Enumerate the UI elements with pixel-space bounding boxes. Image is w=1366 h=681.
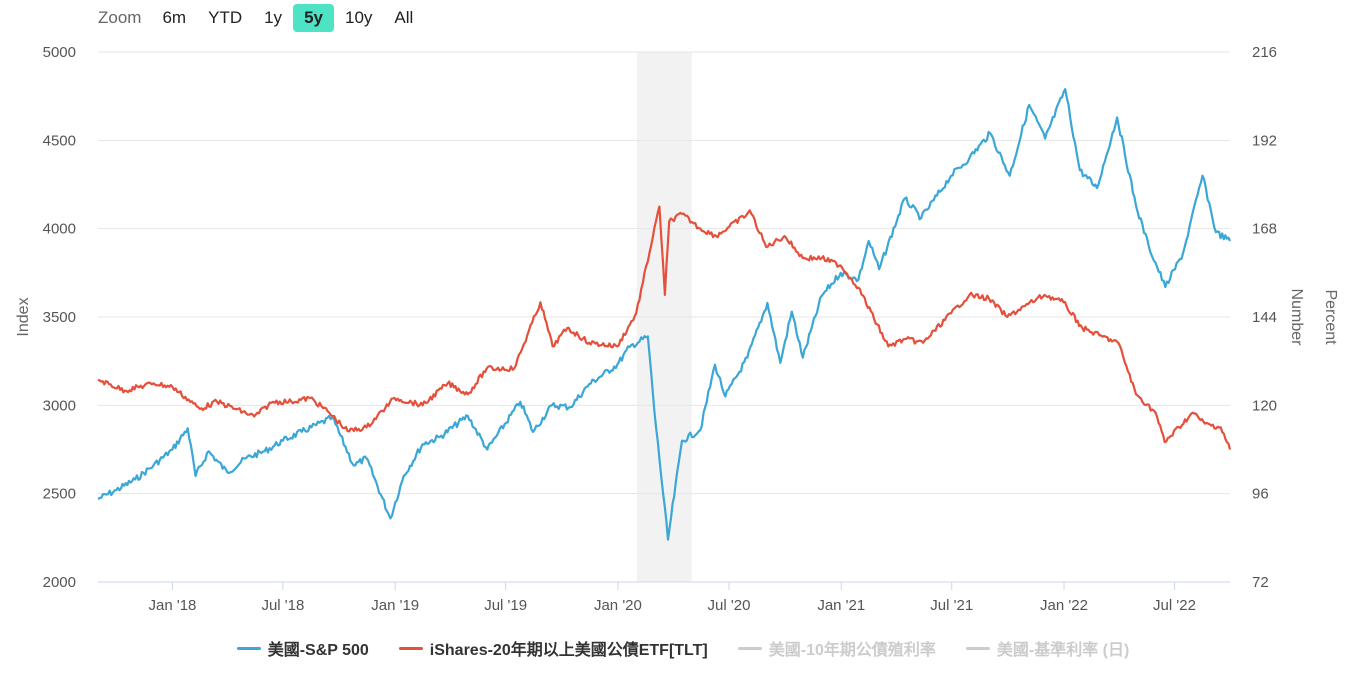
x-tick-label: Jul '19: [484, 597, 527, 614]
right-tick-label: 168: [1252, 221, 1277, 238]
right-axis-title: Number: [1288, 289, 1305, 347]
zoom-button-5y[interactable]: 5y: [293, 4, 334, 32]
left-tick-label: 2500: [43, 486, 76, 503]
legend-swatch-sp500: [236, 646, 261, 650]
legend-swatch-tlt: [398, 646, 423, 650]
x-tick-label: Jan '20: [594, 597, 642, 614]
x-tick-label: Jan '18: [148, 597, 196, 614]
right-outer-axis-title: Percent: [1322, 289, 1339, 345]
legend-item-base-rate[interactable]: 美國-基準利率 (日): [965, 636, 1130, 660]
right-tick-label: 216: [1252, 44, 1277, 61]
series-layer: [97, 88, 1232, 541]
x-tick-label: Jan '21: [817, 597, 865, 614]
left-tick-label: 2000: [43, 574, 76, 591]
left-tick-label: 4500: [43, 132, 76, 149]
axis-layer: 2000 2500 3000 3500 4000 4500 5000 72 96 120 144 16…: [15, 44, 1339, 614]
x-tick-label: Jul '18: [261, 597, 304, 614]
zoom-button-10y[interactable]: 10y: [344, 8, 373, 27]
line-chart: 2000 2500 3000 3500 4000 4500 5000 72 96 120 144 16…: [15, 44, 1339, 614]
right-tick-label: 144: [1252, 309, 1277, 326]
left-axis-title: Index: [15, 297, 32, 336]
legend-label-base-rate: 美國-基準利率 (日): [996, 642, 1130, 659]
legend-label-sp500: 美國-S&P 500: [267, 642, 369, 659]
zoom-button-ytd[interactable]: YTD: [208, 8, 243, 27]
left-tick-label: 3000: [43, 397, 76, 414]
x-tick-label: Jul '21: [930, 597, 973, 614]
series-line-1: [97, 205, 1232, 450]
zoom-label: Zoom: [98, 8, 142, 27]
legend-swatch-base-rate: [965, 646, 990, 650]
x-tick-label: Jan '19: [371, 597, 419, 614]
legend-label-tlt: iShares-20年期以上美國公債ETF[TLT]: [429, 642, 708, 659]
legend: 美國-S&P 500 iShares-20年期以上美國公債ETF[TLT] 美國…: [0, 636, 1366, 660]
zoom-button-6m[interactable]: 6m: [162, 8, 187, 27]
zoom-bar: Zoom 6m YTD 1y 5y 10y All: [92, 4, 424, 32]
left-tick-label: 5000: [43, 44, 76, 61]
grid-layer: [98, 51, 1230, 583]
legend-item-sp500[interactable]: 美國-S&P 500: [236, 636, 369, 660]
x-tick-label: Jan '22: [1040, 597, 1088, 614]
zoom-button-all[interactable]: All: [394, 8, 414, 27]
left-tick-label: 4000: [43, 221, 76, 238]
right-tick-label: 192: [1252, 132, 1277, 149]
x-tick-label: Jul '22: [1153, 597, 1196, 614]
right-tick-label: 120: [1252, 397, 1277, 414]
left-tick-label: 3500: [43, 309, 76, 326]
legend-label-10y-yield: 美國-10年期公債殖利率: [768, 642, 936, 659]
legend-item-tlt[interactable]: iShares-20年期以上美國公債ETF[TLT]: [398, 636, 708, 660]
series-line-0: [97, 88, 1231, 541]
right-tick-label: 72: [1252, 574, 1269, 591]
right-tick-label: 96: [1252, 486, 1269, 503]
legend-item-10y-yield[interactable]: 美國-10年期公債殖利率: [737, 636, 936, 660]
legend-swatch-10y-yield: [737, 646, 762, 650]
x-tick-label: Jul '20: [708, 597, 751, 614]
zoom-button-1y[interactable]: 1y: [264, 8, 283, 27]
